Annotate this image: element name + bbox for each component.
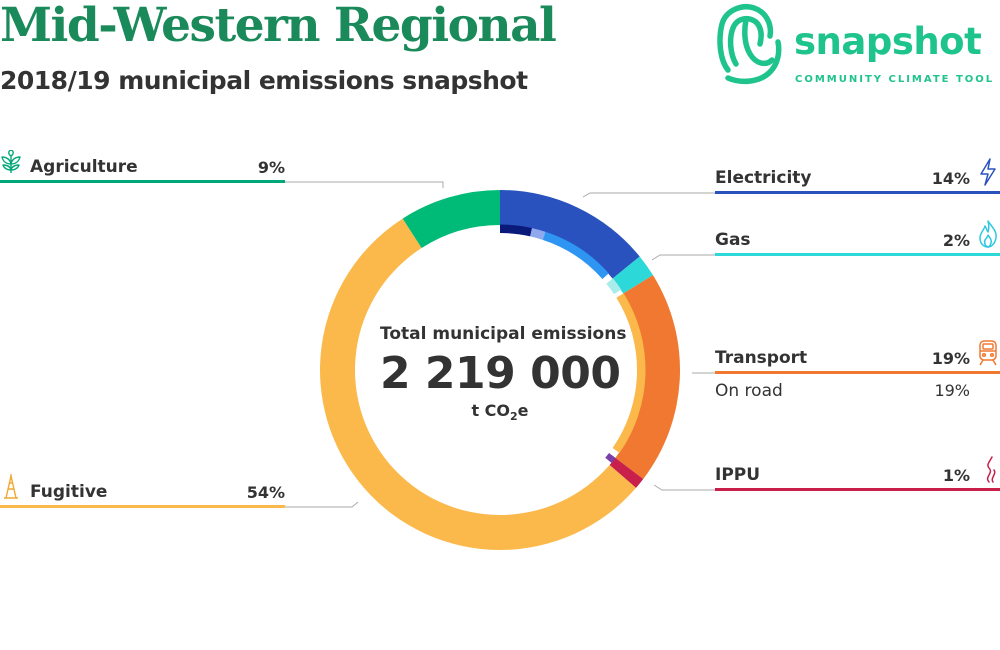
page-title: Mid-Western Regional [0, 0, 557, 53]
snapshot-logo-mark-icon [717, 4, 782, 85]
category-gas-percent: 2% [942, 231, 970, 250]
donut-slice-gas [612, 256, 653, 294]
donut-subslice-electricity-2 [530, 228, 546, 240]
factory-smoke-icon [986, 456, 996, 483]
category-transport-label: Transport [715, 348, 808, 368]
category-fugitive-bar [0, 505, 285, 508]
donut-subslice-electricity-1 [500, 224, 533, 237]
donut-slice-electricity [500, 190, 640, 279]
unit-subscript: 2 [510, 410, 518, 424]
category-agriculture: Agriculture 9% [0, 153, 285, 183]
category-fugitive-label: Fugitive [30, 482, 108, 502]
category-gas-bar [715, 253, 1000, 256]
category-gas-label: Gas [715, 230, 751, 250]
on-road-percent: 19% [934, 381, 970, 400]
donut-subslice-transport-1 [612, 293, 646, 453]
category-agriculture-bar [0, 180, 285, 183]
category-electricity-label: Electricity [715, 168, 812, 188]
train-icon [979, 340, 997, 366]
category-agriculture-percent: 9% [257, 158, 285, 177]
leader-line-gas [651, 254, 715, 261]
donut-center-unit: t CO2e [380, 401, 620, 423]
oil-rig-icon [4, 474, 18, 499]
category-agriculture-label: Agriculture [30, 157, 138, 177]
on-road-label: On road [715, 381, 783, 401]
category-electricity-percent: 14% [931, 169, 970, 188]
category-ippu-bar [715, 488, 1000, 491]
transport-subcategory-on-road: On road 19% [715, 381, 970, 401]
leader-line-fugitive [285, 501, 359, 508]
category-gas: Gas 2% [715, 226, 1000, 256]
donut-slice-ippu [609, 457, 644, 488]
donut-center-value: 2 219 000 [380, 348, 621, 399]
snapshot-logo: snapshot COMMUNITY CLIMATE TOOL [716, 0, 1000, 92]
unit-prefix: t CO [471, 401, 511, 420]
category-fugitive: Fugitive 54% [0, 478, 285, 508]
category-ippu: IPPU 1% [715, 461, 1000, 491]
donut-subslice-electricity-3 [542, 231, 609, 279]
category-transport-percent: 19% [931, 349, 970, 368]
category-ippu-label: IPPU [715, 465, 761, 485]
plant-icon [1, 150, 21, 173]
leader-line-agriculture [285, 181, 444, 188]
donut-center-title: Total municipal emissions [380, 324, 627, 344]
snapshot-logo-word: snapshot [794, 20, 982, 63]
category-electricity-bar [715, 191, 1000, 194]
flame-icon [979, 220, 997, 248]
leader-line-ippu [653, 484, 715, 491]
leader-line-electricity [582, 192, 715, 198]
donut-subslice-gas-1 [606, 278, 622, 295]
donut-slice-agriculture [402, 190, 500, 249]
category-electricity: Electricity 14% [715, 164, 1000, 194]
category-ippu-percent: 1% [942, 466, 970, 485]
donut-subslice-ippu-1 [605, 452, 616, 464]
donut-slice-transport [615, 275, 680, 480]
category-transport-bar [715, 371, 1000, 374]
category-fugitive-percent: 54% [246, 483, 285, 502]
lightning-icon [980, 158, 996, 186]
unit-suffix: e [517, 401, 529, 420]
snapshot-logo-tagline: COMMUNITY CLIMATE TOOL [795, 74, 995, 85]
page-subtitle: 2018/19 municipal emissions snapshot [0, 66, 528, 95]
category-transport: Transport 19% [715, 344, 1000, 374]
